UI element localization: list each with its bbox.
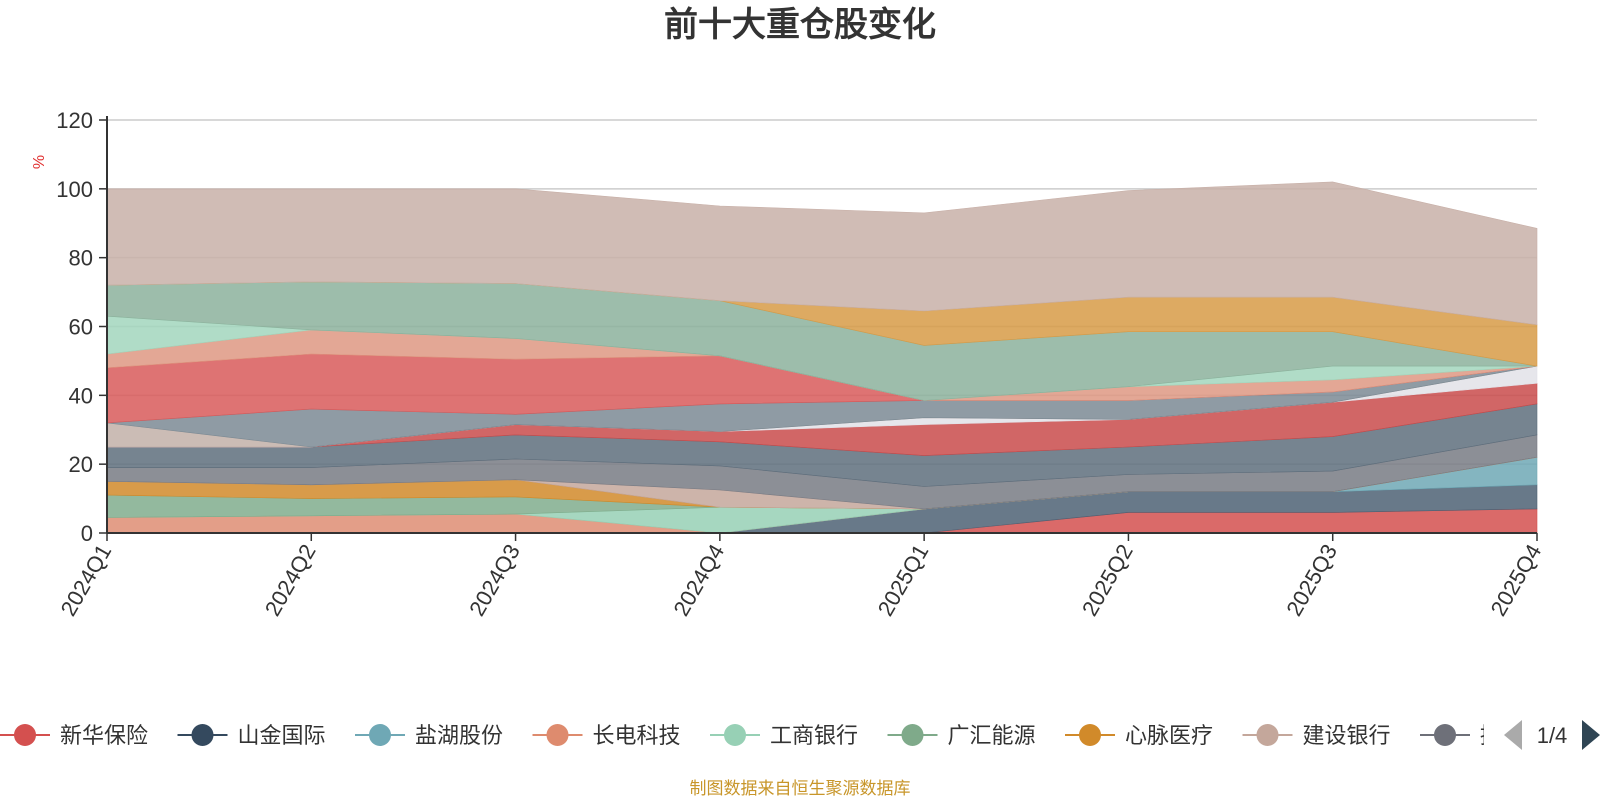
legend-dot-icon bbox=[369, 724, 391, 746]
y-tick-label: 0 bbox=[81, 521, 93, 546]
legend-items: 新华保险 山金国际 盐湖股份 长电科技 工商银行 广汇能源 心脉医疗 建设银行 招 bbox=[0, 723, 1502, 748]
legend-dot-icon bbox=[724, 724, 746, 746]
legend-dot-icon bbox=[191, 724, 214, 746]
legend-item[interactable]: 建设银行 bbox=[1242, 723, 1391, 748]
x-tick-label: 2024Q4 bbox=[668, 540, 729, 620]
y-tick-label: 60 bbox=[69, 315, 93, 340]
y-tick-label: 100 bbox=[56, 177, 93, 202]
x-tick-label: 2025Q1 bbox=[873, 540, 934, 620]
legend-label: 山金国际 bbox=[238, 723, 326, 748]
legend-item[interactable]: 工商银行 bbox=[710, 723, 858, 748]
legend-dot-icon bbox=[1256, 724, 1279, 746]
legend-item[interactable]: 盐湖股份 bbox=[355, 723, 503, 748]
y-tick-label: 20 bbox=[69, 452, 93, 477]
legend-dot-icon bbox=[1079, 724, 1101, 746]
legend-label: 工商银行 bbox=[770, 723, 858, 748]
legend-label: 新华保险 bbox=[60, 723, 148, 748]
pager-prev-icon[interactable] bbox=[1504, 720, 1522, 750]
x-tick-label: 2024Q3 bbox=[464, 540, 525, 620]
pager-label: 1/4 bbox=[1537, 723, 1568, 748]
legend-dot-icon bbox=[1434, 724, 1456, 746]
x-tick-label: 2025Q4 bbox=[1486, 540, 1547, 620]
legend-label: 广汇能源 bbox=[948, 723, 1036, 748]
pager-next-icon[interactable] bbox=[1582, 720, 1600, 750]
legend-dot-icon bbox=[901, 724, 924, 746]
legend-label: 盐湖股份 bbox=[415, 723, 503, 748]
legend-pager: 1/4 bbox=[1504, 720, 1600, 750]
chart-title: 前十大重仓股变化 bbox=[664, 6, 936, 44]
legend-dot-icon bbox=[546, 724, 569, 746]
x-tick-label: 2024Q2 bbox=[260, 540, 321, 620]
legend-label: 招 bbox=[1480, 723, 1502, 748]
legend-item[interactable]: 长电科技 bbox=[532, 723, 681, 748]
area-series-其他[interactable] bbox=[106, 181, 1538, 326]
y-axis-unit: % bbox=[31, 155, 48, 169]
legend-label: 心脉医疗 bbox=[1125, 723, 1213, 748]
legend-item[interactable]: 山金国际 bbox=[177, 723, 326, 748]
legend-item[interactable]: 心脉医疗 bbox=[1065, 723, 1213, 748]
legend-dot-icon bbox=[14, 724, 36, 746]
area-series bbox=[106, 181, 1538, 534]
legend-item[interactable]: 广汇能源 bbox=[887, 723, 1036, 748]
x-tick-label: 2025Q3 bbox=[1281, 540, 1342, 620]
legend-item[interactable]: 新华保险 bbox=[0, 723, 148, 748]
y-tick-label: 80 bbox=[69, 246, 93, 271]
legend: 新华保险 山金国际 盐湖股份 长电科技 工商银行 广汇能源 心脉医疗 建设银行 招 bbox=[0, 723, 1502, 748]
legend-item[interactable]: 招 bbox=[1420, 723, 1502, 748]
x-tick-label: 2024Q1 bbox=[56, 540, 117, 620]
x-tick-label: 2025Q2 bbox=[1077, 540, 1138, 620]
legend-label: 长电科技 bbox=[593, 723, 681, 748]
y-tick-label: 40 bbox=[69, 383, 93, 408]
y-tick-label: 120 bbox=[56, 108, 93, 133]
legend-label: 建设银行 bbox=[1303, 723, 1391, 748]
data-source-note: 制图数据来自恒生聚源数据库 bbox=[690, 779, 911, 798]
